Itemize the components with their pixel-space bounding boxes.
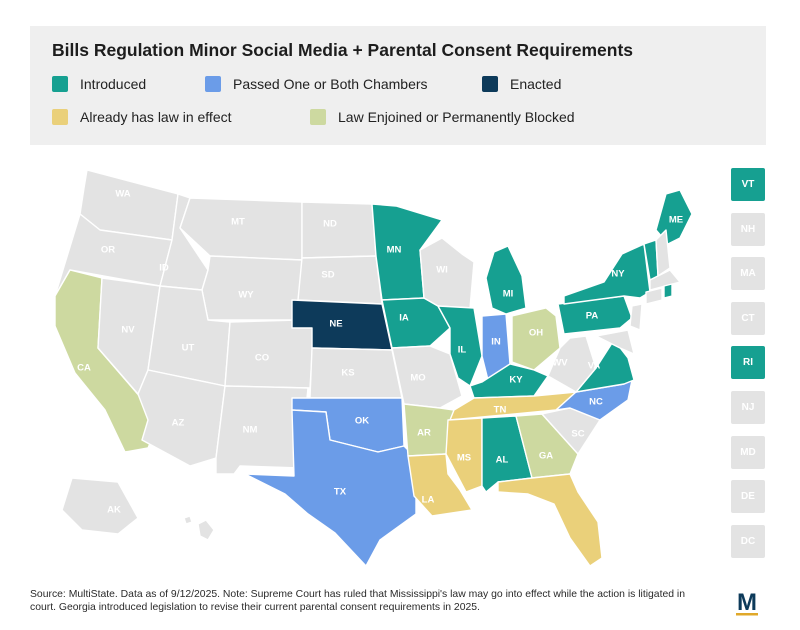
state-label-al: AL [496,455,509,466]
legend-passed: Passed One or Both Chambers [205,76,428,92]
state-label-wi: WI [436,265,448,276]
source-footnote: Source: MultiState. Data as of 9/12/2025… [30,589,686,613]
state-de-md [595,329,635,355]
state-label-ms: MS [457,453,471,464]
state-fl [497,473,603,567]
state-label-tn: TN [494,405,507,416]
state-label-ny: NY [611,269,625,280]
state-mt [179,197,303,261]
state-label-ca: CA [77,363,91,374]
small-state-vt: VT [731,168,765,201]
state-label-ok: OK [355,416,369,427]
state-label-id: ID [159,263,169,274]
legend-swatch-in-effect [52,109,68,125]
state-label-la: LA [422,495,435,506]
state-la [407,453,473,517]
small-state-ma: MA [731,257,765,291]
state-label-va: VA [588,361,601,372]
state-label-wa: WA [115,189,130,200]
state-label-ak: AK [107,505,121,516]
legend-panel: Bills Regulation Minor Social Media + Pa… [30,26,766,145]
state-label-mn: MN [387,245,402,256]
state-wv [547,335,597,393]
legend-label: Law Enjoined or Permanently Blocked [338,109,575,125]
legend-introduced: Introduced [52,76,146,92]
state-label-me: ME [669,215,683,226]
state-nj [629,303,643,331]
multistate-logo: M [736,589,758,616]
small-state-nh: NH [731,212,765,246]
chart-title: Bills Regulation Minor Social Media + Pa… [52,40,634,60]
small-state-ct: CT [731,301,765,335]
legend-swatch-enjoined [310,109,326,125]
state-label-nd: ND [323,219,337,230]
state-il [437,305,483,387]
state-ct [645,287,663,305]
state-nd [301,201,377,259]
legend-swatch-introduced [52,76,68,92]
state-label-ut: UT [182,343,195,354]
state-mi [485,245,527,315]
legend-label: Passed One or Both Chambers [233,76,428,92]
state-label-ar: AR [417,428,431,439]
state-ak [61,477,139,535]
state-ca [54,269,161,453]
state-label-wv: WV [552,358,568,369]
state-ny [563,243,651,305]
small-state-ri: RI [731,346,765,380]
state-label-oh: OH [529,328,543,339]
state-label-ia: IA [399,313,409,324]
state-wi [419,237,475,309]
state-label-sc: SC [571,429,584,440]
state-label-mi: MI [503,289,514,300]
small-state-de: DE [731,480,765,514]
svg-text:M: M [737,589,757,616]
state-label-pa: PA [586,311,599,322]
state-label-az: AZ [172,418,185,429]
state-label-ky: KY [509,375,523,386]
state-nh [655,229,671,277]
state-ma [649,269,681,291]
state-label-il: IL [458,345,467,356]
state-tx [244,409,417,567]
legend-swatch-enacted [482,76,498,92]
state-label-tx: TX [334,487,347,498]
legend-label: Already has law in effect [80,109,232,125]
state-ms [445,417,483,493]
us-map-svg: WA OR CA NV ID MT WY UT AZ CO NM ND SD NE KS OK TX MN IA MO… [54,169,693,567]
legend-label: Introduced [80,76,147,92]
state-label-wy: WY [238,290,254,301]
state-ga [515,413,579,479]
state-ri [663,283,673,299]
legend-in-effect: Already has law in effect [52,109,232,125]
state-label-nm: NM [243,425,258,436]
legend-label: Enacted [510,76,562,92]
legend-swatch-passed [205,76,221,92]
state-label-or: OR [101,245,115,256]
state-wy [201,255,303,321]
legend-enacted: Enacted [482,76,561,92]
state-label-nc: NC [589,397,603,408]
state-label-fl: FL [551,515,563,526]
small-state-dc: DC [731,524,765,558]
state-label-co: CO [255,353,269,364]
us-map: WA OR CA NV ID MT WY UT AZ CO NM ND SD NE KS OK TX MN IA MO… [30,158,720,578]
state-ks [309,347,403,399]
state-label-sd: SD [321,270,334,281]
state-label-ks: KS [341,368,354,379]
state-label-in: IN [491,337,501,348]
state-label-mo: MO [410,373,425,384]
state-co [224,319,315,389]
state-sd [297,255,383,305]
legend-enjoined: Law Enjoined or Permanently Blocked [310,109,575,125]
state-label-ne: NE [329,319,342,330]
state-label-nv: NV [121,325,135,336]
small-state-md: MD [731,435,765,469]
state-label-ga: GA [539,451,553,462]
small-state-nj: NJ [731,391,765,424]
state-hi [183,515,215,541]
state-label-mt: MT [231,217,245,228]
